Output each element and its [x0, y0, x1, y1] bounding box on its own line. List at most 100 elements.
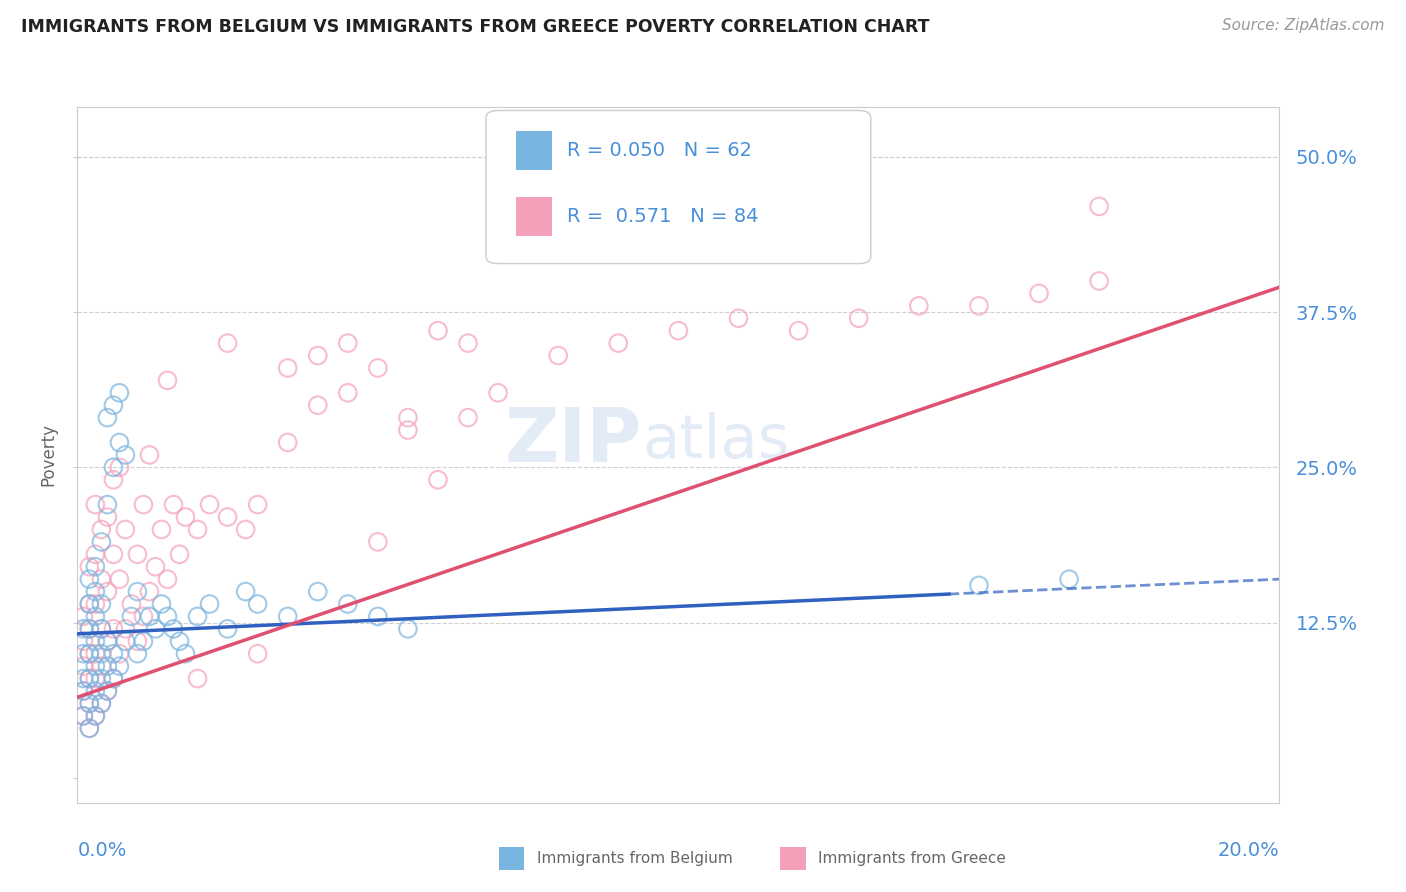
Point [967, 578, 990, 592]
Text: atlas: atlas [643, 411, 790, 470]
Point [90, 697, 112, 711]
Point [103, 473, 125, 487]
Point [72, 672, 94, 686]
Point [217, 622, 239, 636]
Point [90, 672, 112, 686]
Point [108, 647, 131, 661]
Point [79, 697, 101, 711]
Point [235, 523, 257, 537]
Text: Immigrants from Belgium: Immigrants from Belgium [537, 852, 733, 866]
Point [217, 510, 239, 524]
Point [396, 423, 419, 437]
Point [79, 672, 101, 686]
Point [187, 609, 209, 624]
Point [79, 572, 101, 586]
Point [72, 647, 94, 661]
Point [72, 684, 94, 698]
Point [90, 572, 112, 586]
Point [72, 708, 94, 723]
Point [457, 336, 479, 351]
Text: IMMIGRANTS FROM BELGIUM VS IMMIGRANTS FROM GREECE POVERTY CORRELATION CHART: IMMIGRANTS FROM BELGIUM VS IMMIGRANTS FR… [21, 18, 929, 36]
Point [138, 584, 160, 599]
Point [72, 609, 94, 624]
Point [367, 534, 389, 549]
Point [150, 523, 173, 537]
Point [217, 336, 239, 351]
FancyBboxPatch shape [486, 111, 870, 264]
Text: 20.0%: 20.0% [1218, 841, 1279, 860]
Point [246, 647, 269, 661]
Point [457, 410, 479, 425]
Point [79, 597, 101, 611]
Point [1028, 286, 1050, 301]
Point [103, 398, 125, 412]
Point [114, 634, 136, 648]
Point [174, 647, 197, 661]
Point [84, 708, 107, 723]
Point [307, 584, 329, 599]
Point [90, 647, 112, 661]
Text: Immigrants from Greece: Immigrants from Greece [818, 852, 1007, 866]
Point [84, 684, 107, 698]
Point [72, 622, 94, 636]
Point [367, 609, 389, 624]
Point [96, 498, 118, 512]
Point [668, 324, 690, 338]
Point [1088, 199, 1111, 213]
Point [103, 622, 125, 636]
Point [96, 510, 118, 524]
Point [277, 435, 299, 450]
FancyBboxPatch shape [516, 131, 553, 169]
Point [908, 299, 931, 313]
Point [72, 634, 94, 648]
Point [174, 510, 197, 524]
Point [246, 498, 269, 512]
Point [127, 584, 149, 599]
Point [138, 448, 160, 462]
Point [307, 398, 329, 412]
Point [96, 684, 118, 698]
Y-axis label: Poverty: Poverty [39, 424, 58, 486]
Point [1057, 572, 1080, 586]
Point [187, 523, 209, 537]
Point [90, 697, 112, 711]
Point [96, 684, 118, 698]
Point [787, 324, 810, 338]
Point [277, 361, 299, 376]
Point [84, 584, 107, 599]
Text: ZIP: ZIP [505, 404, 643, 477]
Point [96, 634, 118, 648]
Text: 0.0%: 0.0% [77, 841, 127, 860]
Point [84, 708, 107, 723]
Point [396, 410, 419, 425]
Point [427, 473, 450, 487]
Point [79, 597, 101, 611]
Point [486, 385, 509, 400]
Point [96, 410, 118, 425]
Point [103, 547, 125, 561]
Point [108, 385, 131, 400]
Point [187, 672, 209, 686]
Point [120, 597, 142, 611]
Point [145, 559, 167, 574]
Point [169, 547, 191, 561]
Point [162, 498, 184, 512]
Point [198, 498, 221, 512]
Point [79, 672, 101, 686]
Point [108, 460, 131, 475]
Point [367, 361, 389, 376]
Point [90, 659, 112, 673]
Point [607, 336, 630, 351]
Point [96, 634, 118, 648]
Point [84, 659, 107, 673]
Point [72, 708, 94, 723]
Point [84, 672, 107, 686]
Point [84, 647, 107, 661]
Point [138, 609, 160, 624]
Point [132, 609, 155, 624]
Point [127, 634, 149, 648]
Point [84, 498, 107, 512]
Point [336, 336, 359, 351]
Point [967, 299, 990, 313]
Point [336, 597, 359, 611]
